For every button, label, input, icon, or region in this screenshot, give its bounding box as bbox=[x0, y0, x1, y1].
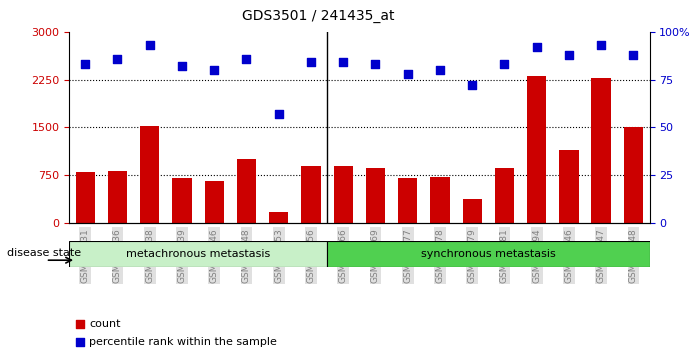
Point bbox=[499, 62, 510, 67]
Bar bbox=[140, 126, 160, 223]
Bar bbox=[462, 199, 482, 223]
Bar bbox=[495, 167, 514, 223]
Text: count: count bbox=[89, 319, 121, 329]
Point bbox=[338, 59, 349, 65]
Bar bbox=[430, 177, 450, 223]
Bar bbox=[327, 241, 650, 267]
Point bbox=[241, 56, 252, 62]
Text: disease state: disease state bbox=[7, 248, 81, 258]
Point bbox=[144, 42, 155, 48]
Bar bbox=[398, 178, 417, 223]
Point bbox=[209, 67, 220, 73]
Point bbox=[531, 44, 542, 50]
Bar bbox=[559, 150, 578, 223]
Point bbox=[466, 82, 477, 88]
Point bbox=[74, 321, 85, 327]
Point bbox=[370, 62, 381, 67]
Point bbox=[79, 62, 91, 67]
Point bbox=[176, 63, 187, 69]
Text: GDS3501 / 241435_at: GDS3501 / 241435_at bbox=[242, 9, 394, 23]
Bar bbox=[69, 241, 327, 267]
Bar bbox=[269, 212, 288, 223]
Bar bbox=[527, 76, 547, 223]
Point bbox=[628, 52, 639, 58]
Point bbox=[435, 67, 446, 73]
Point bbox=[563, 52, 574, 58]
Bar bbox=[172, 178, 191, 223]
Bar bbox=[108, 171, 127, 223]
Text: percentile rank within the sample: percentile rank within the sample bbox=[89, 337, 277, 347]
Bar bbox=[334, 166, 353, 223]
Bar bbox=[624, 127, 643, 223]
Point bbox=[112, 56, 123, 62]
Point bbox=[402, 71, 413, 77]
Bar bbox=[237, 159, 256, 223]
Bar bbox=[591, 78, 611, 223]
Point bbox=[596, 42, 607, 48]
Text: synchronous metastasis: synchronous metastasis bbox=[421, 249, 556, 259]
Bar bbox=[205, 181, 224, 223]
Bar bbox=[301, 166, 321, 223]
Point bbox=[305, 59, 316, 65]
Text: metachronous metastasis: metachronous metastasis bbox=[126, 249, 270, 259]
Bar bbox=[75, 172, 95, 223]
Point bbox=[74, 339, 85, 344]
Bar bbox=[366, 167, 385, 223]
Point bbox=[273, 111, 284, 117]
